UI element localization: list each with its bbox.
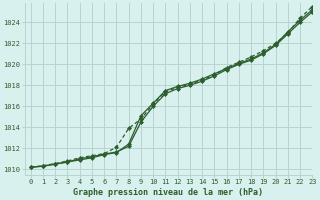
X-axis label: Graphe pression niveau de la mer (hPa): Graphe pression niveau de la mer (hPa) — [74, 188, 263, 197]
